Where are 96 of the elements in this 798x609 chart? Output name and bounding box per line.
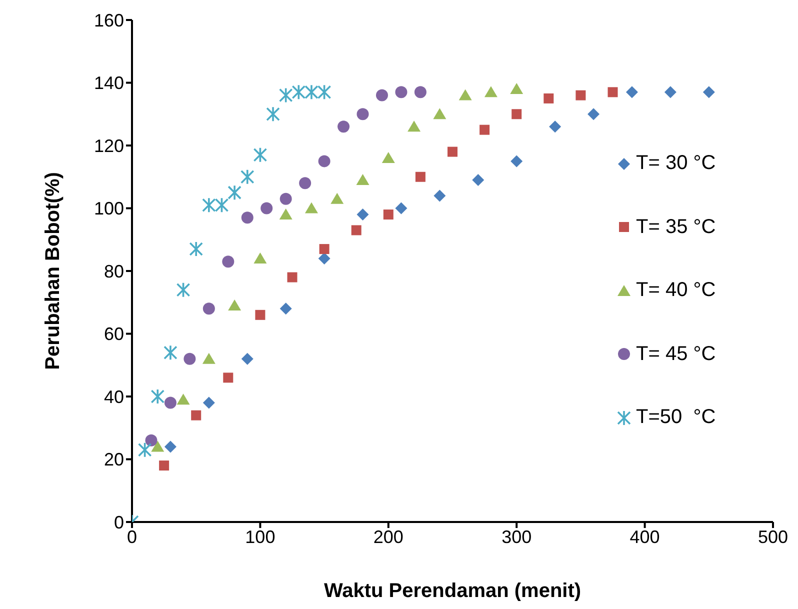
point — [664, 86, 676, 98]
point — [202, 197, 216, 214]
point — [241, 212, 254, 224]
point — [626, 86, 638, 98]
y-tick-label: 0 — [114, 512, 124, 532]
point — [414, 86, 426, 98]
point — [480, 124, 490, 135]
point — [382, 152, 395, 164]
x-axis-title: Waktu Perendaman (menit) — [324, 580, 582, 602]
point — [240, 168, 254, 185]
point — [408, 120, 421, 132]
point — [608, 87, 618, 98]
point — [376, 89, 388, 102]
point — [253, 147, 268, 163]
point — [202, 396, 215, 409]
y-tick-label: 20 — [104, 450, 124, 470]
legend-label: T= 40 °C — [636, 279, 716, 302]
point — [318, 155, 330, 168]
x-tick-label: 300 — [502, 526, 532, 547]
point — [287, 272, 298, 282]
point — [415, 172, 426, 182]
legend-label: T= 45 °C — [636, 342, 716, 366]
point — [356, 208, 369, 221]
point — [434, 190, 446, 202]
point — [164, 344, 178, 360]
y-tick-label: 140 — [94, 73, 124, 94]
point — [356, 174, 370, 186]
point — [383, 210, 394, 220]
point — [222, 256, 234, 268]
point — [164, 396, 176, 409]
point — [241, 352, 254, 365]
point — [254, 252, 267, 264]
point — [433, 108, 446, 120]
point — [176, 282, 190, 298]
x-tick-label: 200 — [373, 526, 404, 547]
point — [356, 108, 369, 120]
point — [448, 146, 458, 157]
point — [202, 352, 216, 364]
point — [223, 372, 234, 383]
point — [280, 192, 292, 205]
point — [304, 84, 318, 100]
point — [484, 86, 498, 98]
point — [150, 388, 165, 404]
point — [279, 208, 292, 220]
x-tick-label: 100 — [245, 526, 276, 547]
point — [576, 90, 586, 100]
y-axis-title: Perubahan Bobot(%) — [42, 172, 64, 370]
point — [228, 300, 242, 311]
point — [292, 84, 306, 100]
point — [280, 302, 292, 315]
x-tick-label: 400 — [630, 526, 660, 547]
point — [588, 108, 600, 120]
y-tick-label: 100 — [94, 198, 124, 219]
point — [319, 244, 330, 254]
point — [510, 155, 523, 168]
point — [214, 197, 229, 214]
point — [164, 440, 176, 453]
point — [176, 394, 190, 405]
x-tick-label: 0 — [126, 526, 138, 547]
point — [338, 120, 350, 133]
point — [330, 192, 344, 204]
y-tick-label: 80 — [104, 261, 124, 282]
point — [260, 202, 273, 214]
point — [395, 202, 408, 214]
point — [151, 440, 164, 452]
point — [228, 184, 242, 200]
point — [191, 410, 202, 420]
point — [544, 93, 554, 104]
point — [266, 106, 280, 122]
y-tick-label: 120 — [94, 136, 124, 156]
y-tick-label: 60 — [104, 324, 124, 344]
x-tick-label: 500 — [758, 526, 788, 547]
point — [395, 86, 408, 98]
legend-label: T= 30 °C — [636, 152, 716, 176]
point — [278, 87, 293, 104]
point — [510, 83, 524, 94]
point — [184, 352, 196, 365]
legend-label: T=50 °C — [636, 406, 716, 430]
point — [512, 109, 522, 120]
legend-label: T= 35 °C — [636, 216, 716, 239]
point — [458, 89, 472, 100]
y-tick-label: 160 — [94, 10, 124, 30]
point — [472, 174, 484, 186]
point — [317, 84, 332, 100]
point — [138, 442, 152, 458]
y-tick-label: 40 — [104, 386, 124, 407]
point — [159, 460, 170, 471]
point — [702, 86, 715, 98]
point — [304, 202, 318, 214]
point — [145, 434, 158, 446]
point — [189, 241, 203, 257]
point — [351, 225, 362, 236]
point — [255, 310, 266, 320]
point — [549, 120, 562, 133]
point — [202, 302, 215, 315]
point — [299, 177, 312, 190]
